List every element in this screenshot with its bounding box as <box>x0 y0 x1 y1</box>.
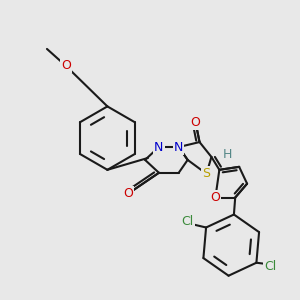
Text: N: N <box>154 140 164 154</box>
Text: Cl: Cl <box>182 215 194 228</box>
Text: S: S <box>202 167 211 180</box>
Text: Cl: Cl <box>264 260 276 273</box>
Text: O: O <box>61 59 71 72</box>
Text: O: O <box>123 187 133 200</box>
Text: H: H <box>223 148 232 161</box>
Text: O: O <box>190 116 200 129</box>
Text: O: O <box>211 191 220 204</box>
Text: N: N <box>174 140 183 154</box>
